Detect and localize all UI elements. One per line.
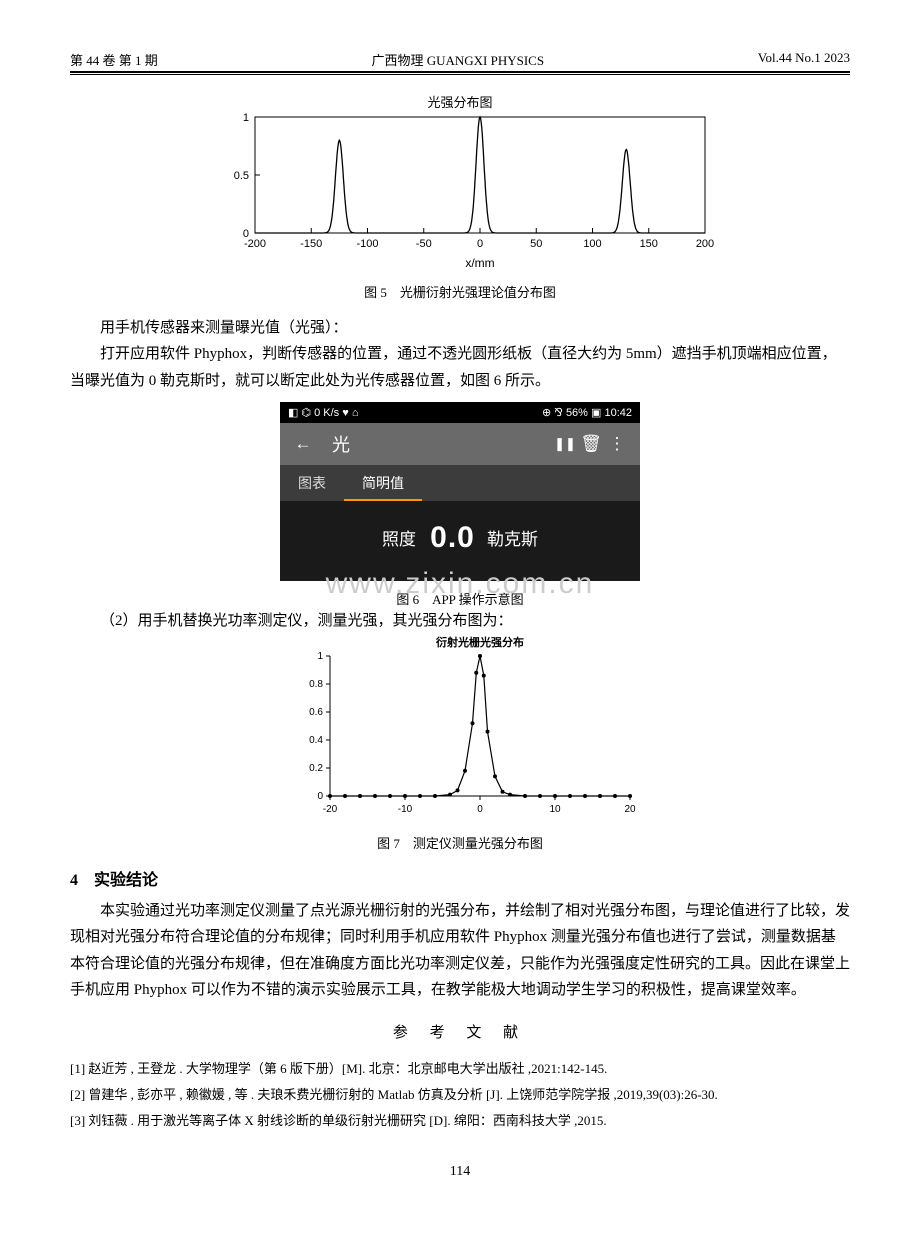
reference-item: [3] 刘钰薇 . 用于激光等离子体 X 射线诊断的单级衍射光栅研究 [D]. … bbox=[70, 1108, 850, 1134]
references-list: [1] 赵近芳 , 王登龙 . 大学物理学（第 6 版下册）[M]. 北京：北京… bbox=[70, 1056, 850, 1134]
more-icon[interactable]: ⋮ bbox=[604, 434, 630, 454]
svg-text:-50: -50 bbox=[416, 238, 432, 250]
header-left: 第 44 卷 第 1 期 bbox=[70, 50, 158, 69]
header-center: 广西物理 GUANGXI PHYSICS bbox=[371, 50, 544, 69]
svg-text:0.4: 0.4 bbox=[309, 735, 323, 746]
reading-label: 照度 bbox=[382, 530, 416, 549]
svg-text:-20: -20 bbox=[323, 804, 338, 815]
svg-text:1: 1 bbox=[317, 651, 323, 662]
svg-text:-150: -150 bbox=[300, 238, 322, 250]
svg-text:1: 1 bbox=[243, 112, 249, 124]
section-4-body: 本实验通过光功率测定仪测量了点光源光栅衍射的光强分布，并绘制了相对光强分布图，与… bbox=[70, 898, 850, 1003]
fig5-caption: 图 5 光栅衍射光强理论值分布图 bbox=[70, 282, 850, 301]
svg-text:-100: -100 bbox=[356, 238, 378, 250]
svg-text:10: 10 bbox=[549, 804, 561, 815]
phone-status-bar: ◧ ⌬ 0 K/s ♥ ⌂ ⊕ ⅋ 56% ▣ 10:42 bbox=[280, 402, 640, 423]
status-right: ⊕ ⅋ 56% ▣ 10:42 bbox=[542, 406, 632, 419]
status-left: ◧ ⌬ 0 K/s ♥ ⌂ bbox=[288, 406, 358, 419]
reference-item: [1] 赵近芳 , 王登龙 . 大学物理学（第 6 版下册）[M]. 北京：北京… bbox=[70, 1056, 850, 1082]
fig7-caption: 图 7 测定仪测量光强分布图 bbox=[70, 833, 850, 852]
header-rule bbox=[70, 71, 850, 75]
svg-text:0.6: 0.6 bbox=[309, 707, 323, 718]
reading-unit: 勒克斯 bbox=[487, 530, 538, 549]
phone-tabs: 图表 简明值 bbox=[280, 465, 640, 501]
svg-text:-10: -10 bbox=[398, 804, 413, 815]
svg-text:0.5: 0.5 bbox=[234, 170, 249, 182]
svg-text:0: 0 bbox=[317, 791, 323, 802]
header-right: Vol.44 No.1 2023 bbox=[758, 50, 850, 69]
page-number: 114 bbox=[70, 1164, 850, 1180]
phone-app-bar: ← 光 ❚❚ 🗑 ⋮ bbox=[280, 423, 640, 465]
fig6-caption: 图 6 APP 操作示意图 bbox=[70, 589, 850, 608]
svg-text:0: 0 bbox=[477, 804, 483, 815]
back-icon[interactable]: ← bbox=[290, 434, 316, 454]
svg-text:0: 0 bbox=[477, 238, 483, 250]
figure-7: 衍射光栅光强分布 -20 -10 0 10 20 0 0.2 0.4 0.6 0.8 1 图 7 测定… bbox=[70, 634, 850, 852]
paragraph-3: （2）用手机替换光功率测定仪，测量光强，其光强分布图为： bbox=[70, 608, 850, 634]
svg-text:100: 100 bbox=[583, 238, 601, 250]
svg-text:50: 50 bbox=[530, 238, 542, 250]
section-4-heading: 4 实验结论 bbox=[70, 866, 850, 890]
tab-simple[interactable]: 简明值 bbox=[344, 465, 422, 501]
tab-chart[interactable]: 图表 bbox=[280, 465, 344, 501]
figure-5: 光强分布图-200-150-100-5005010015020000.51x/m… bbox=[70, 93, 850, 301]
app-title: 光 bbox=[332, 431, 552, 457]
fig7-chart: 衍射光栅光强分布 -20 -10 0 10 20 0 0.2 0.4 0.6 0.8 1 bbox=[275, 634, 645, 824]
paragraph-1: 用手机传感器来测量曝光值（光强）： bbox=[70, 315, 850, 341]
svg-text:150: 150 bbox=[640, 238, 658, 250]
svg-text:0: 0 bbox=[243, 228, 249, 240]
phone-reading: 照度 0.0 勒克斯 bbox=[280, 501, 640, 581]
svg-text:光强分布图: 光强分布图 bbox=[427, 95, 492, 110]
fig5-chart: 光强分布图-200-150-100-5005010015020000.51x/m… bbox=[200, 93, 720, 273]
svg-text:x/mm: x/mm bbox=[465, 256, 494, 270]
reading-value: 0.0 bbox=[430, 521, 475, 554]
paragraph-2: 打开应用软件 Phyphox，判断传感器的位置，通过不透光圆形纸板（直径大约为 … bbox=[70, 341, 850, 394]
svg-text:0.8: 0.8 bbox=[309, 679, 323, 690]
reference-item: [2] 曾建华 , 彭亦平 , 赖徽媛 , 等 . 夫琅禾费光栅衍射的 Matl… bbox=[70, 1082, 850, 1108]
svg-text:200: 200 bbox=[696, 238, 714, 250]
phone-screenshot: ◧ ⌬ 0 K/s ♥ ⌂ ⊕ ⅋ 56% ▣ 10:42 ← 光 ❚❚ 🗑 ⋮… bbox=[280, 402, 640, 581]
svg-text:衍射光栅光强分布: 衍射光栅光强分布 bbox=[435, 635, 524, 649]
svg-text:20: 20 bbox=[624, 804, 636, 815]
svg-text:0.2: 0.2 bbox=[309, 763, 323, 774]
delete-icon[interactable]: 🗑 bbox=[578, 434, 604, 454]
page-header: 第 44 卷 第 1 期 广西物理 GUANGXI PHYSICS Vol.44… bbox=[70, 50, 850, 71]
references-heading: 参 考 文 献 bbox=[70, 1021, 850, 1042]
pause-icon[interactable]: ❚❚ bbox=[552, 436, 578, 452]
